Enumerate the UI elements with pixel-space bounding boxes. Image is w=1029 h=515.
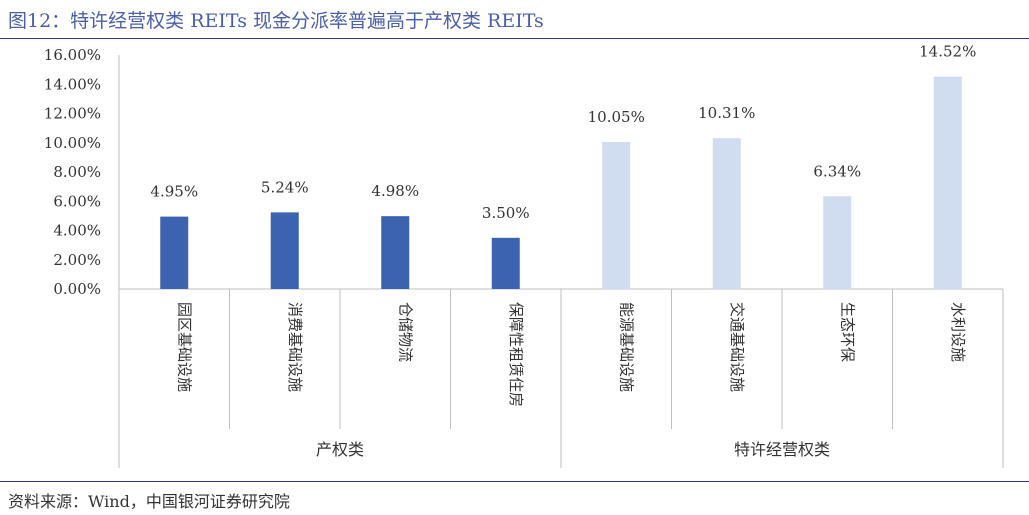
data-label: 5.24% [261, 178, 309, 196]
group-label: 产权类 [316, 440, 364, 459]
category-label: 能源基础设施 [617, 302, 635, 392]
bar [270, 212, 299, 289]
category-label: 保障性租赁住房 [507, 302, 525, 407]
source-note: 资料来源：Wind，中国银河证券研究院 [8, 492, 290, 511]
bar [381, 216, 410, 289]
y-tick-label: 10.00% [44, 134, 101, 152]
data-label: 4.98% [371, 182, 419, 200]
category-label: 交通基础设施 [728, 302, 746, 392]
data-label: 6.34% [813, 162, 861, 180]
category-label: 水利设施 [949, 302, 967, 362]
y-tick-label: 2.00% [53, 251, 101, 269]
y-tick-label: 16.00% [44, 46, 101, 64]
group-label: 特许经营权类 [734, 440, 830, 459]
bar [712, 138, 741, 289]
y-tick-label: 14.00% [44, 75, 101, 93]
bar [491, 237, 520, 289]
bar [933, 76, 962, 290]
bar [602, 142, 631, 289]
bar-chart: 0.00% 2.00% 4.00% 6.00% 8.00% 10.00% 12.00% 14.… [44, 43, 1004, 468]
y-tick-label: 12.00% [44, 105, 101, 123]
data-label: 14.52% [919, 43, 976, 61]
data-label: 3.50% [482, 204, 530, 222]
category-label: 生态环保 [838, 302, 856, 362]
bar [160, 216, 189, 289]
data-label: 10.31% [698, 104, 755, 122]
category-label: 仓储物流 [396, 302, 414, 362]
y-tick-label: 8.00% [53, 163, 101, 181]
data-label: 10.05% [588, 108, 645, 126]
y-tick-label: 6.00% [53, 192, 101, 210]
y-tick-label: 0.00% [53, 280, 101, 298]
figure-title: 图12：特许经营权类 REITs 现金分派率普遍高于产权类 REITs [8, 10, 544, 32]
source-rule [0, 481, 1029, 482]
data-label: 4.95% [150, 183, 198, 201]
y-tick-label: 4.00% [53, 222, 101, 240]
category-label: 园区基础设施 [175, 302, 193, 392]
title-rule [0, 38, 1029, 39]
category-label: 消费基础设施 [286, 302, 304, 392]
bar [823, 196, 852, 289]
